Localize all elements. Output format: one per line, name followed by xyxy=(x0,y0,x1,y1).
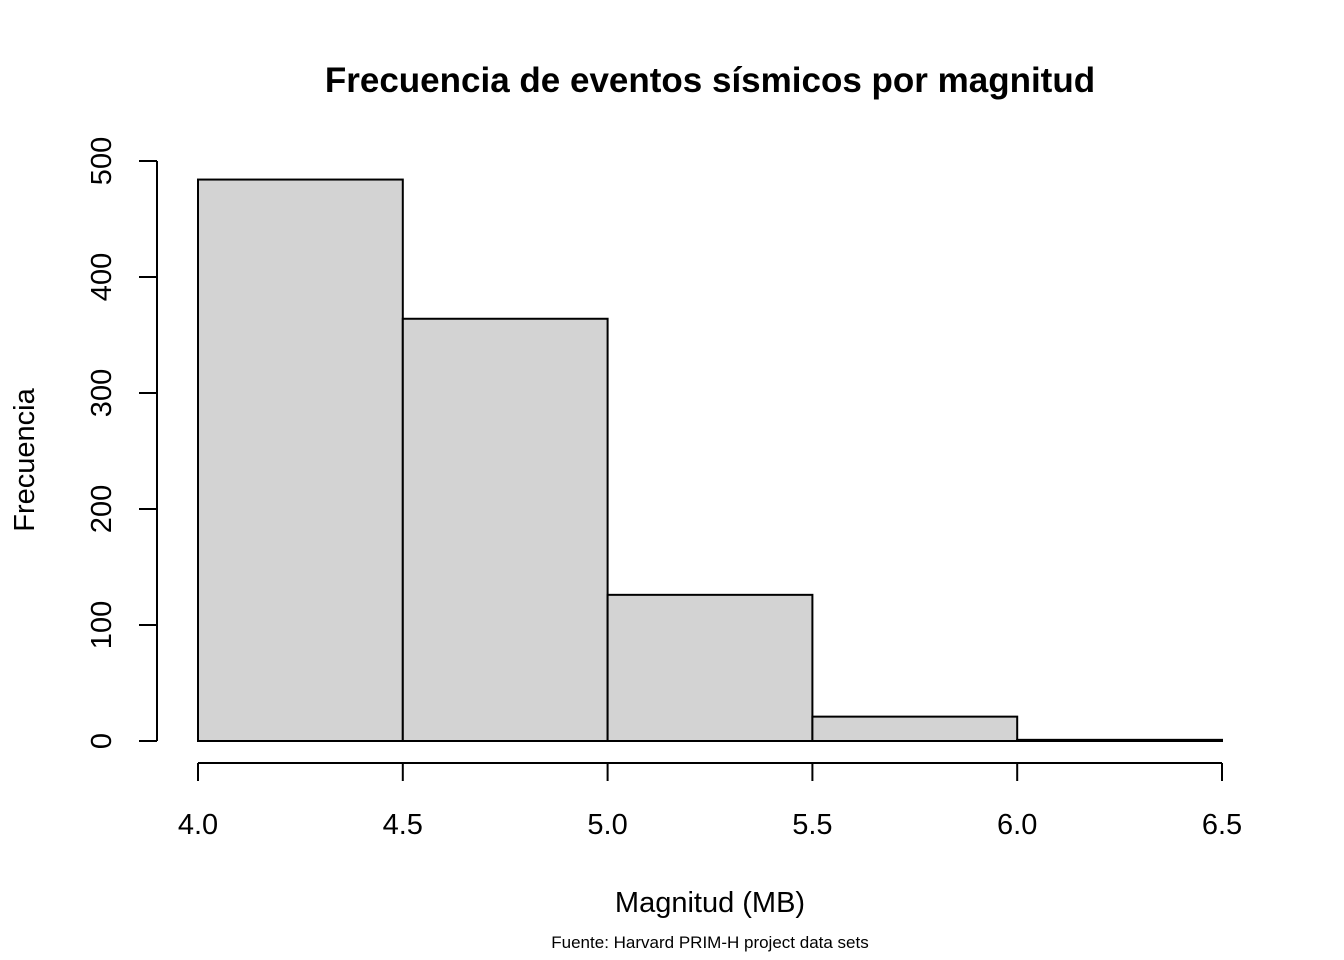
x-tick-label-5: 6.5 xyxy=(1202,809,1242,841)
y-tick-label-2: 200 xyxy=(86,485,118,533)
histogram-bar-0 xyxy=(197,178,404,742)
y-tick-label-5: 500 xyxy=(86,137,118,185)
y-axis: 0 100 200 300 400 500 xyxy=(86,137,158,749)
y-tick-label-1: 100 xyxy=(86,601,118,649)
x-tick-label-0: 4.0 xyxy=(178,809,218,841)
source-caption: Fuente: Harvard PRIM-H project data sets xyxy=(551,933,868,952)
y-tick-label-4: 400 xyxy=(86,253,118,301)
histogram-bar-3 xyxy=(811,715,1019,743)
histogram-bar-1 xyxy=(401,317,609,742)
y-tick-label-0: 0 xyxy=(86,733,118,749)
histogram-bar-2 xyxy=(606,593,814,743)
x-tick-label-1: 4.5 xyxy=(383,809,423,841)
x-axis: 4.0 4.5 5.0 5.5 6.0 6.5 xyxy=(178,762,1242,841)
x-tick-label-2: 5.0 xyxy=(587,809,627,841)
y-tick-label-3: 300 xyxy=(86,369,118,417)
histogram-bar-4 xyxy=(1016,738,1224,743)
x-tick-label-4: 6.0 xyxy=(997,809,1037,841)
bars-group xyxy=(197,178,1224,743)
x-axis-label: Magnitud (MB) xyxy=(615,887,805,919)
y-axis-label: Frecuencia xyxy=(9,387,41,531)
chart-title: Frecuencia de eventos sísmicos por magni… xyxy=(325,61,1095,100)
x-tick-label-3: 5.5 xyxy=(792,809,832,841)
